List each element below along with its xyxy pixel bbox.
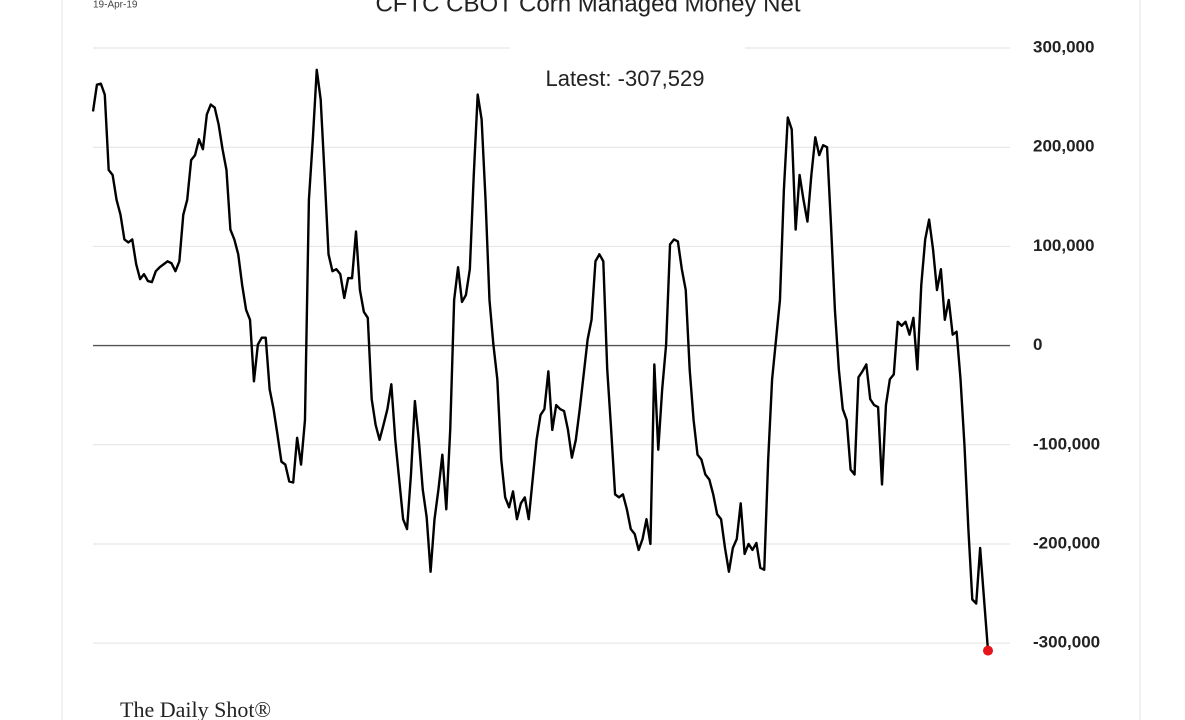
y-tick-label: 100,000 [1033, 236, 1094, 255]
latest-point [983, 645, 993, 656]
y-tick-label: -100,000 [1033, 434, 1100, 453]
data-line [91, 68, 990, 651]
source: The Daily Shot® [120, 697, 271, 720]
y-tick-label: -300,000 [1033, 633, 1100, 652]
date-label: 19-Apr-19 [93, 0, 138, 11]
y-tick-label: 200,000 [1033, 137, 1094, 156]
annotation: Latest: -307,529 [545, 66, 704, 91]
y-tick-label: 0 [1033, 335, 1042, 354]
title-gap [510, 40, 745, 56]
chart-title: CFTC CBOT Corn Managed Money Net [375, 0, 800, 17]
y-tick-label: -200,000 [1033, 533, 1100, 552]
y-tick-label: 300,000 [1033, 37, 1094, 56]
